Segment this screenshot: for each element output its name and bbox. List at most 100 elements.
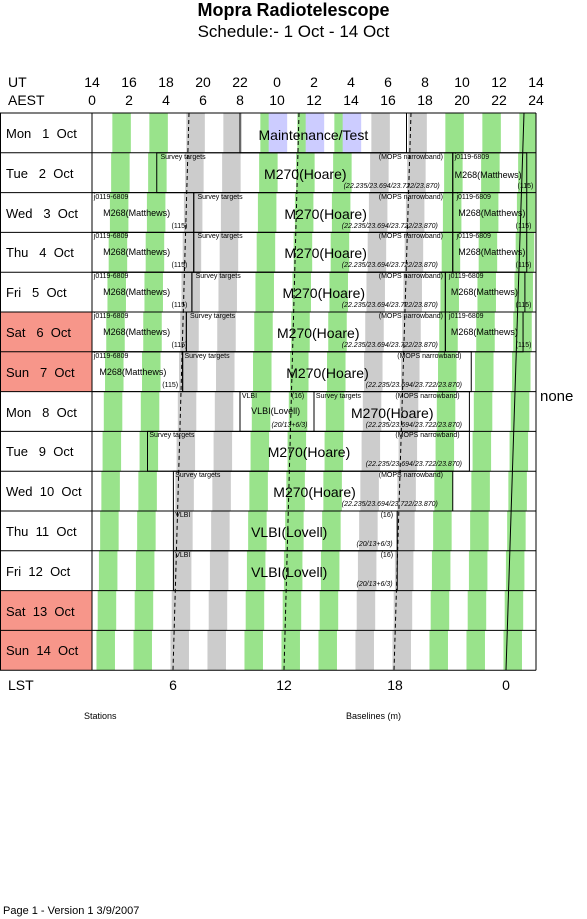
weekend-cell [0,630,92,671]
aest-hour-label: 16 [380,92,396,108]
time-stripe [218,272,237,312]
survey-label: Survey targets [184,352,230,360]
m270-freq-label: (22.235/23.694/23.722/23.870) [341,501,438,509]
mops-label: (MOPS narrowband) [395,392,460,400]
time-stripe [97,590,117,631]
baselines-label: Baselines (m) [346,711,402,721]
aest-hour-label: 0 [88,92,96,108]
vlbi-lovell-label: VLBI(Lovell) [251,524,328,540]
aest-hour-label: 24 [528,92,544,108]
time-stripe [142,351,161,392]
time-stripe [357,550,377,591]
time-stripe [185,152,204,193]
vlbi-label: VLBI [175,551,191,559]
weekend-cell [0,351,92,392]
day-label: Mon 1 Oct [6,126,77,141]
lst-tick-label: 12 [276,677,292,693]
weekend-cell [0,312,92,352]
time-stripe [371,113,390,153]
vlbi-freq-label: (20/13+6/3) [356,580,393,588]
time-stripe [290,351,309,392]
day-label: Tue 2 Oct [6,165,74,181]
time-stripe [364,351,383,392]
m270-label: M270(Hoare) [277,325,360,341]
m270-label: M270(Hoare) [282,285,366,302]
time-stripe [248,511,267,551]
survey-label: Survey targets [197,233,243,241]
time-stripe [207,630,226,671]
time-stripe [370,152,389,193]
time-stripe [398,431,418,472]
m268-label: M268(Matthews) [99,366,167,377]
none-label: none [540,388,574,405]
m268-label: M268(Matthews) [454,169,522,180]
time-stripe [148,152,167,193]
count-label: (115) [515,342,532,349]
time-stripe [249,471,268,511]
ut-hour-label: 8 [421,74,429,90]
aest-hour-label: 8 [236,92,244,108]
day-label: Thu 11 Oct [6,524,77,539]
m270-label: M270(Hoare) [284,245,367,262]
time-stripe [105,351,124,392]
day-label: Fri 5 Oct [6,285,67,301]
time-stripe [438,351,457,392]
survey-label: Survey targets [195,273,241,281]
survey-label: Survey targets [315,392,361,400]
lst-tick-label: 18 [387,677,403,693]
time-stripe [468,550,488,591]
count-label: (16) [291,392,305,400]
aest-hour-label: 14 [343,92,359,108]
time-stripe [510,391,530,432]
time-stripe [283,550,303,591]
j0119-label: j0119-6809 [449,273,484,281]
time-stripe [255,272,274,312]
time-stripe [294,192,314,233]
time-stripe [212,471,231,511]
vlbi-freq-label: (20/13+6/3) [271,421,308,429]
time-stripe [98,550,118,591]
time-stripe [180,312,199,352]
day-label: Sat 6 Oct [6,325,72,340]
time-stripe [223,113,242,153]
time-stripe [135,550,155,591]
time-stripe [436,391,456,432]
maintenance-stripe [268,113,288,153]
time-stripe [482,113,501,153]
time-stripe [96,630,115,671]
time-stripe [133,630,152,671]
time-stripe [503,630,522,671]
time-stripe [140,391,160,432]
time-stripe [367,232,387,273]
m268-label: M268(Matthews) [103,327,171,337]
day-label: Wed 10 Oct [6,484,82,500]
time-stripe [365,312,384,352]
time-stripe [323,471,342,511]
m268-label: M268(Matthews) [103,247,171,258]
j0119-label: j0119-6809 [449,313,484,320]
time-stripe [362,391,382,432]
lst-tick-label: 0 [502,677,510,693]
time-stripe [476,312,495,352]
vlbi-lovell-label: VLBI(Lovell) [251,563,328,580]
day-label: Sat 13 Oct [6,603,75,619]
j0119-label: j0119-6809 [456,193,491,201]
aest-hour-label: 22 [491,92,507,108]
time-stripe [111,152,130,193]
mops-label: (MOPS narrowband) [378,273,443,281]
time-stripe [172,550,192,591]
time-stripe [220,192,240,233]
ut-hour-label: 6 [384,74,392,90]
lst-lines [172,112,525,671]
time-stripe [401,351,420,392]
time-stripe [291,312,310,352]
ut-hour-label: 0 [273,74,281,90]
m270-freq-label: (22.235/23.694/23.722/23.870) [341,262,438,270]
time-stripe [144,272,163,312]
time-stripe [430,590,450,631]
vlbi-lovell-label: VLBI(Lovell) [251,405,301,416]
m270-label: M270(Hoare) [351,404,434,421]
time-stripe [408,113,427,153]
time-stripe [356,590,376,631]
j0119-label: j0119-6809 [93,352,129,360]
